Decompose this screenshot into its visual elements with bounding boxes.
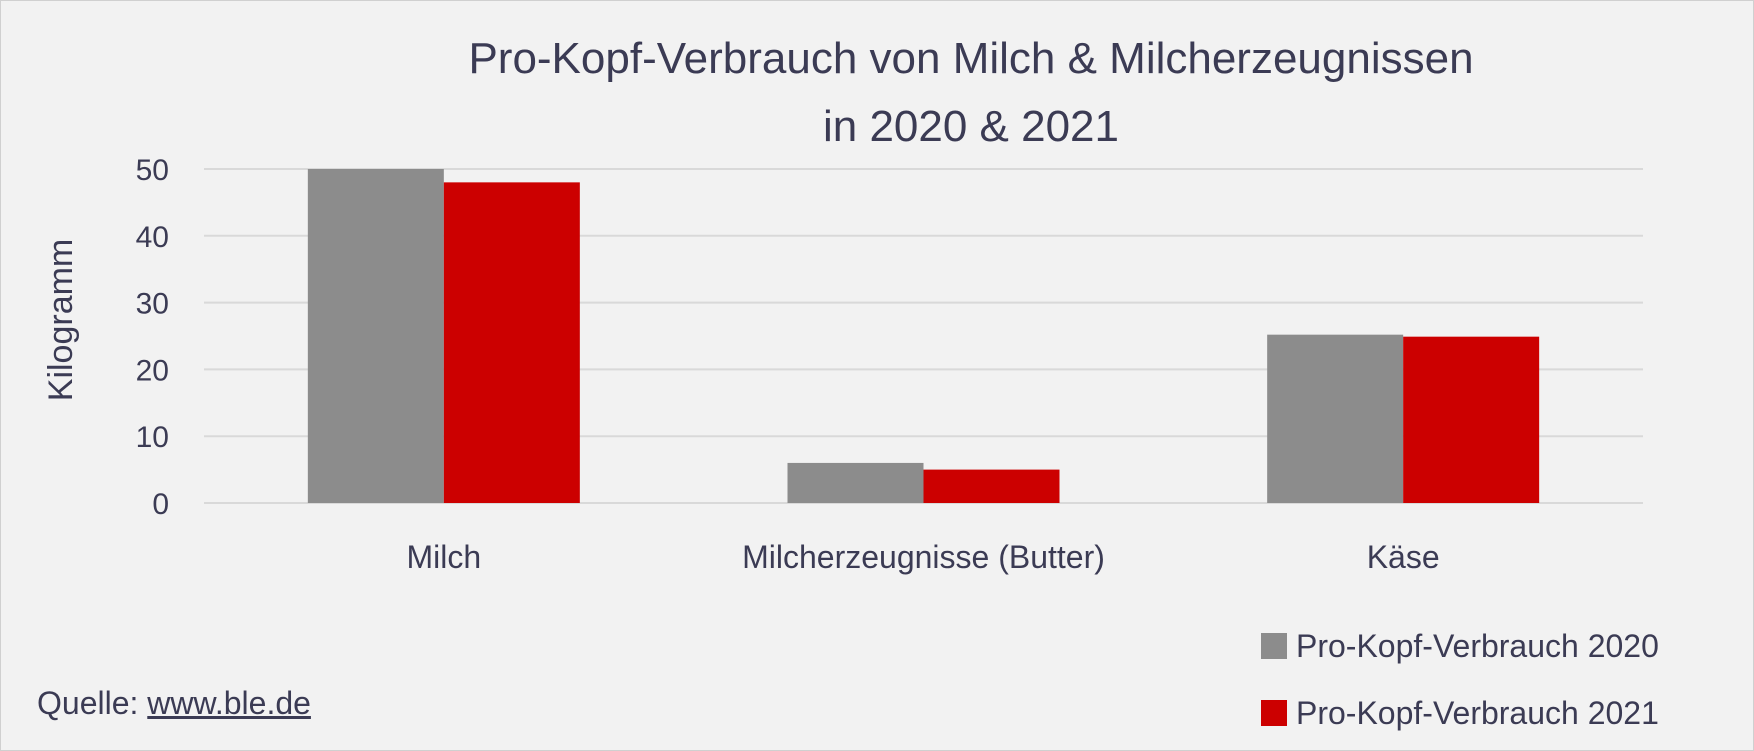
bar xyxy=(923,469,1060,503)
chart-title: Pro-Kopf-Verbrauch von Milch & Milcherze… xyxy=(468,34,1473,151)
legend-swatch xyxy=(1261,633,1287,659)
x-axis-labels: Milch Milcherzeugnisse (Butter) Käse xyxy=(406,539,1439,575)
source-link[interactable]: www.ble.de xyxy=(147,685,311,721)
y-tick-label: 40 xyxy=(136,221,169,254)
x-category-label: Käse xyxy=(1367,539,1440,575)
x-category-label: Milcherzeugnisse (Butter) xyxy=(742,539,1105,575)
y-tick-label: 10 xyxy=(136,421,169,454)
chart-title-line-1: Pro-Kopf-Verbrauch von Milch & Milcherze… xyxy=(468,34,1473,83)
y-tick-label: 20 xyxy=(136,354,169,387)
legend-label: Pro-Kopf-Verbrauch 2020 xyxy=(1296,628,1659,664)
y-tick-label: 0 xyxy=(152,488,169,521)
bar xyxy=(443,182,580,504)
bar xyxy=(1403,336,1540,503)
y-axis-ticks: 0 10 20 30 40 50 xyxy=(136,154,169,521)
bar xyxy=(1267,334,1404,503)
x-category-label: Milch xyxy=(406,539,481,575)
y-tick-label: 50 xyxy=(136,154,169,187)
legend-swatch xyxy=(1261,700,1287,726)
source-label: Quelle: xyxy=(37,685,148,721)
y-tick-label: 30 xyxy=(136,288,169,321)
bar xyxy=(787,462,924,503)
legend-label: Pro-Kopf-Verbrauch 2021 xyxy=(1296,695,1659,731)
bars xyxy=(307,169,1540,504)
legend: Pro-Kopf-Verbrauch 2020 Pro-Kopf-Verbrauc… xyxy=(1261,628,1659,731)
y-axis-title: Kilogramm xyxy=(42,239,80,401)
source-note: Quelle: www.ble.de xyxy=(37,685,311,722)
chart-title-line-2: in 2020 & 2021 xyxy=(823,102,1119,151)
bar xyxy=(307,169,444,503)
